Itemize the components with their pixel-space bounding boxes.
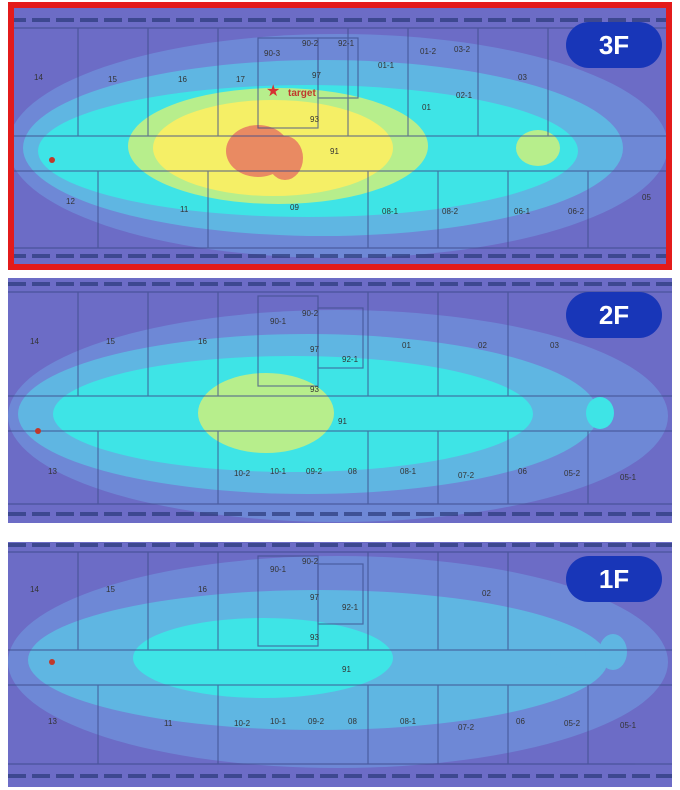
room-label: 09-2 bbox=[308, 717, 325, 726]
target-label: target bbox=[288, 88, 316, 99]
room-label: 06 bbox=[518, 467, 527, 476]
room-label: 05-1 bbox=[620, 721, 637, 730]
room-label: 97 bbox=[310, 593, 319, 602]
room-label: 90-2 bbox=[302, 39, 319, 48]
room-label: 90-1 bbox=[270, 317, 287, 326]
room-label: 91 bbox=[338, 417, 347, 426]
room-label: 03-2 bbox=[454, 45, 471, 54]
room-label: 90-1 bbox=[270, 565, 287, 574]
room-label: 10-1 bbox=[270, 467, 287, 476]
room-label: 01-2 bbox=[420, 47, 437, 56]
room-label: 92-1 bbox=[338, 39, 355, 48]
source-marker bbox=[35, 428, 41, 434]
room-label: 08-1 bbox=[400, 717, 417, 726]
room-label: 93 bbox=[310, 115, 319, 124]
room-label: 93 bbox=[310, 385, 319, 394]
room-label: 11 bbox=[164, 719, 173, 728]
room-label: 14 bbox=[30, 585, 39, 594]
room-label: 14 bbox=[30, 337, 39, 346]
target-star-icon: ★ bbox=[266, 83, 280, 100]
room-label: 06-2 bbox=[568, 207, 585, 216]
room-label: 97 bbox=[310, 345, 319, 354]
room-label: 07-2 bbox=[458, 471, 475, 480]
room-label: 11 bbox=[180, 205, 189, 214]
room-label: 90-3 bbox=[264, 49, 281, 58]
room-label: 13 bbox=[48, 717, 57, 726]
room-label: 05-2 bbox=[564, 469, 581, 478]
room-label: 91 bbox=[342, 665, 351, 674]
room-label: 02-1 bbox=[456, 91, 473, 100]
floor-badge-3f[interactable]: 3F bbox=[566, 22, 662, 68]
room-label: 08-1 bbox=[400, 467, 417, 476]
room-label: 91 bbox=[330, 147, 339, 156]
floor-badge-2f[interactable]: 2F bbox=[566, 292, 662, 338]
room-labels-2f: 14 15 16 90-1 90-2 97 92-1 93 91 01 02 0… bbox=[30, 309, 637, 482]
room-label: 12 bbox=[66, 197, 75, 206]
room-label: 10-2 bbox=[234, 469, 251, 478]
room-label: 07-2 bbox=[458, 723, 475, 732]
room-label: 15 bbox=[108, 75, 117, 84]
room-label: 10-2 bbox=[234, 719, 251, 728]
room-label: 08-1 bbox=[382, 207, 399, 216]
room-label: 17 bbox=[236, 75, 245, 84]
room-label: 16 bbox=[198, 585, 207, 594]
source-marker bbox=[49, 157, 55, 163]
room-label: 05 bbox=[642, 193, 651, 202]
room-label: 13 bbox=[48, 467, 57, 476]
floor-panel-2f: 14 15 16 90-1 90-2 97 92-1 93 91 01 02 0… bbox=[8, 278, 672, 523]
room-label: 03 bbox=[518, 73, 527, 82]
room-label: 05-1 bbox=[620, 473, 637, 482]
floor-badge-1f[interactable]: 1F bbox=[566, 556, 662, 602]
floor-panel-1f: 14 15 16 90-1 90-2 97 92-1 93 91 02 13 1… bbox=[8, 542, 672, 787]
room-label: 15 bbox=[106, 337, 115, 346]
room-labels-3f: 14 15 16 17 90-3 90-2 92-1 97 93 91 01-1… bbox=[34, 39, 651, 216]
room-label: 16 bbox=[178, 75, 187, 84]
room-label: 02 bbox=[482, 589, 491, 598]
source-marker bbox=[49, 659, 55, 665]
heatmap-2f: 14 15 16 90-1 90-2 97 92-1 93 91 01 02 0… bbox=[8, 278, 672, 523]
room-label: 06-1 bbox=[514, 207, 531, 216]
room-label: 10-1 bbox=[270, 717, 287, 726]
room-label: 01 bbox=[422, 103, 431, 112]
room-label: 08-2 bbox=[442, 207, 459, 216]
heatmap-1f: 14 15 16 90-1 90-2 97 92-1 93 91 02 13 1… bbox=[8, 542, 672, 787]
room-label: 09-2 bbox=[306, 467, 323, 476]
room-label: 05-2 bbox=[564, 719, 581, 728]
room-labels-1f: 14 15 16 90-1 90-2 97 92-1 93 91 02 13 1… bbox=[30, 557, 637, 732]
room-label: 03 bbox=[550, 341, 559, 350]
room-label: 09 bbox=[290, 203, 299, 212]
heatmap-3f: 14 15 16 17 90-3 90-2 92-1 97 93 91 01-1… bbox=[8, 8, 672, 266]
room-label: 92-1 bbox=[342, 355, 359, 364]
room-label: 02 bbox=[478, 341, 487, 350]
room-label: 90-2 bbox=[302, 309, 319, 318]
room-label: 15 bbox=[106, 585, 115, 594]
room-label: 92-1 bbox=[342, 603, 359, 612]
room-label: 06 bbox=[516, 717, 525, 726]
room-label: 14 bbox=[34, 73, 43, 82]
room-label: 93 bbox=[310, 633, 319, 642]
room-label: 01-1 bbox=[378, 61, 395, 70]
room-label: 08 bbox=[348, 717, 357, 726]
room-label: 16 bbox=[198, 337, 207, 346]
room-label: 97 bbox=[312, 71, 321, 80]
room-label: 90-2 bbox=[302, 557, 319, 566]
room-label: 01 bbox=[402, 341, 411, 350]
floor-panel-3f: 14 15 16 17 90-3 90-2 92-1 97 93 91 01-1… bbox=[8, 8, 672, 266]
room-label: 08 bbox=[348, 467, 357, 476]
